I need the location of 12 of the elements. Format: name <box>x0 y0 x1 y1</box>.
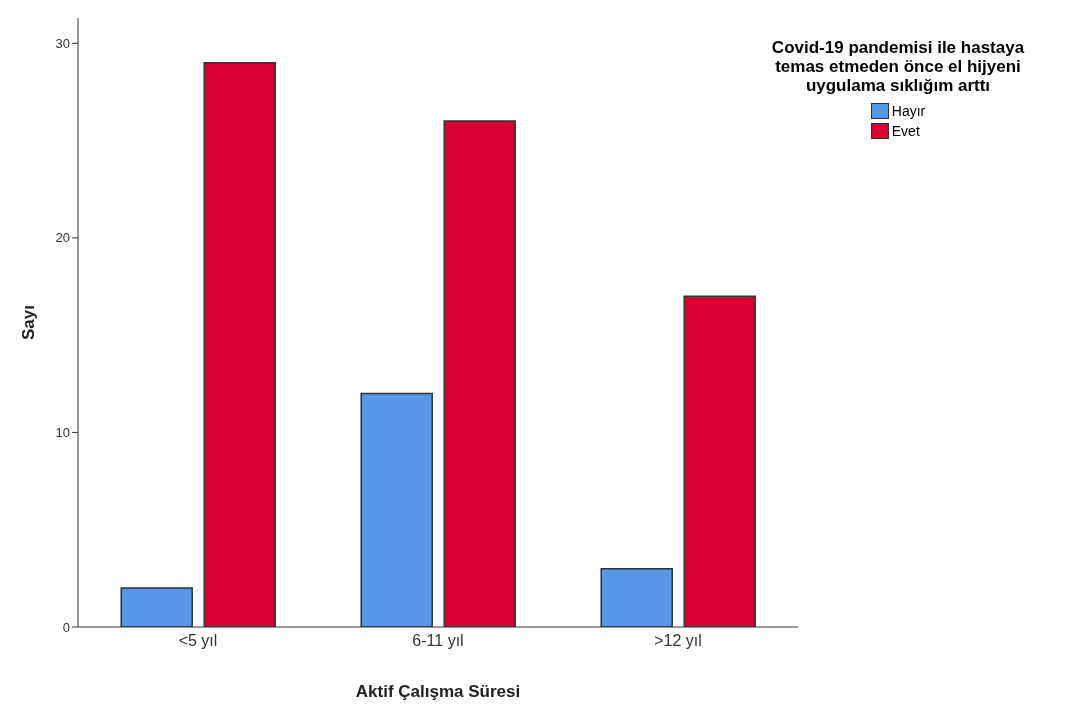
x-axis-title: Aktif Çalışma Süresi <box>355 682 521 701</box>
x-tick-label: <5 yıl <box>178 632 218 650</box>
legend-label: Hayır <box>891 102 926 121</box>
legend-label: Evet <box>891 122 920 141</box>
legend-title: Covid-19 pandemisi ile hastaya temas etmeden önce el hijyeni uygulama sıklığım arttı <box>770 38 1026 95</box>
x-tick-label: 6-11 yıl <box>412 632 464 650</box>
y-tick-label: 0 <box>62 619 70 635</box>
y-tick-label: 10 <box>55 425 70 441</box>
y-tick-label: 20 <box>55 230 70 246</box>
x-tick-label: >12 yıl <box>654 632 702 650</box>
y-tick-label: 30 <box>55 35 70 51</box>
y-axis-title: Sayı <box>19 305 39 340</box>
